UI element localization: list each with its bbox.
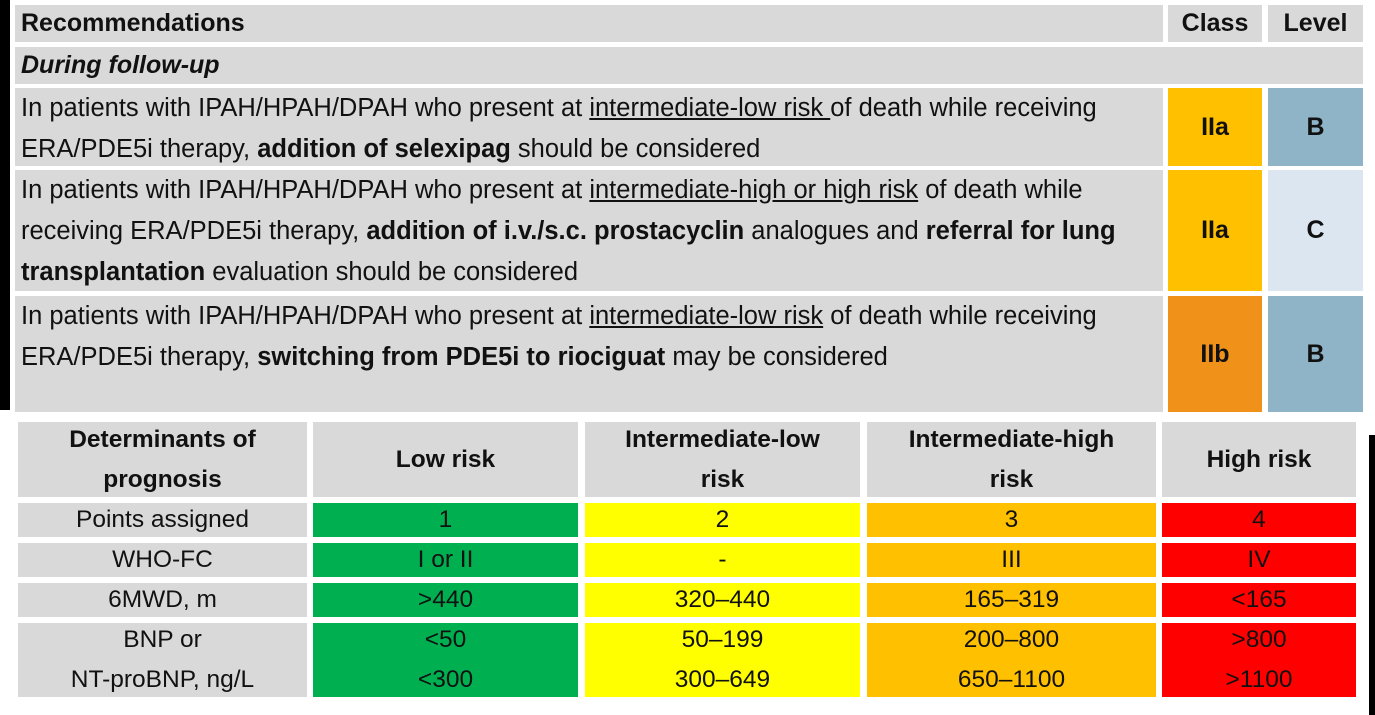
cell-line: 300–649 — [674, 666, 771, 693]
text-run: In patients with IPAH/HPAH/DPAH who pres… — [21, 302, 590, 330]
risk-cell: WHO-FC — [18, 543, 307, 577]
risk-cell: 320–440 — [585, 583, 860, 617]
risk-cell: IV — [1162, 543, 1356, 577]
risk-header: High risk — [1162, 422, 1356, 497]
cell-line: <300 — [417, 666, 474, 693]
text-run: evaluation should be considered — [205, 258, 579, 286]
risk-cell: 2 — [585, 503, 860, 537]
risk-cell: 200–800 650–1100 — [867, 623, 1156, 697]
cell-line: 50–199 — [681, 626, 764, 653]
risk-cell: 1 — [313, 503, 578, 537]
text-run: In patients with IPAH/HPAH/DPAH who pres… — [21, 94, 590, 122]
header-cell: Recommendations — [15, 5, 1163, 42]
text-run: intermediate-low risk — [589, 94, 831, 122]
risk-header: Low risk — [313, 422, 578, 497]
text-run: of death while receiving ERA/PDE5i thera… — [21, 176, 1083, 245]
risk-cell: 6MWD, m — [18, 583, 307, 617]
recommendation-text: In patients with IPAH/HPAH/DPAH who pres… — [15, 88, 1163, 166]
risk-cell: <50 <300 — [313, 623, 578, 697]
section-title: During follow-up — [15, 47, 1363, 84]
level-cell: C — [1268, 170, 1363, 291]
text-run: analogues and — [744, 217, 926, 245]
risk-cell: Points assigned — [18, 503, 307, 537]
class-cell: IIb — [1168, 296, 1262, 412]
edge-bar — [1369, 435, 1375, 715]
header-cell: Class — [1168, 5, 1262, 42]
text-run: should be considered — [510, 135, 761, 163]
risk-cell: <165 — [1162, 583, 1356, 617]
level-cell: B — [1268, 88, 1363, 166]
cell-line: 650–1100 — [957, 666, 1066, 693]
risk-cell: - — [585, 543, 860, 577]
level-cell: B — [1268, 296, 1363, 412]
recommendation-text: In patients with IPAH/HPAH/DPAH who pres… — [15, 296, 1163, 412]
text-run: may be considered — [665, 343, 888, 371]
edge-bar — [0, 0, 10, 410]
text-run: addition of i.v./s.c. prostacyclin — [366, 217, 745, 245]
text-run: referral for lung transplantation — [21, 217, 1116, 286]
risk-cell: III — [867, 543, 1156, 577]
risk-cell: BNP or NT-proBNP, ng/L — [18, 623, 307, 697]
cell-line: NT-proBNP, ng/L — [70, 666, 255, 693]
risk-cell: 3 — [867, 503, 1156, 537]
risk-cell: I or II — [313, 543, 578, 577]
text-run: In patients with IPAH/HPAH/DPAH who pres… — [21, 176, 590, 204]
text-run: intermediate-high or high risk — [589, 176, 919, 204]
risk-cell: 165–319 — [867, 583, 1156, 617]
header-cell: Level — [1268, 5, 1363, 42]
cell-line: >1100 — [1225, 666, 1293, 693]
text-run: of death while receiving ERA/PDE5i thera… — [21, 302, 1097, 371]
risk-cell: 50–199 300–649 — [585, 623, 860, 697]
class-cell: IIa — [1168, 170, 1262, 291]
risk-header: Determinants of prognosis — [18, 422, 307, 497]
text-run: of death while receiving ERA/PDE5i thera… — [21, 94, 1097, 163]
cell-line: 200–800 — [963, 626, 1060, 653]
risk-header: Intermediate-low risk — [585, 422, 860, 497]
cell-line: BNP or — [123, 626, 202, 653]
cell-line: <50 — [424, 626, 467, 653]
recommendation-text: In patients with IPAH/HPAH/DPAH who pres… — [15, 170, 1163, 291]
risk-header: Intermediate-high risk — [867, 422, 1156, 497]
risk-cell: >800 >1100 — [1162, 623, 1356, 697]
text-run: intermediate-low risk — [589, 302, 824, 330]
class-cell: IIa — [1168, 88, 1262, 166]
risk-cell: >440 — [313, 583, 578, 617]
text-run: addition of selexipag — [257, 135, 511, 163]
risk-cell: 4 — [1162, 503, 1356, 537]
cell-line: >800 — [1231, 626, 1287, 653]
text-run: switching from PDE5i to riociguat — [257, 343, 666, 371]
